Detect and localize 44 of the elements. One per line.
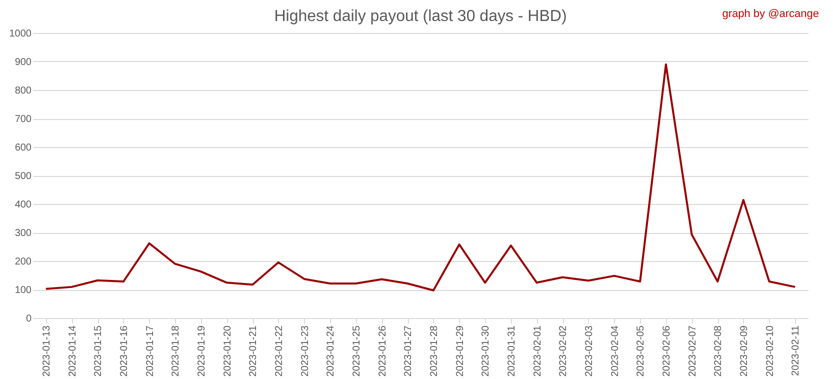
y-tick-label: 600 (14, 142, 32, 154)
x-tick-label: 2023-01-29 (454, 325, 466, 377)
x-tick-label: 2023-01-17 (144, 325, 156, 377)
y-tick-label: 400 (14, 200, 32, 210)
y-tick-label: 100 (14, 285, 32, 296)
y-tick-label: 200 (14, 256, 32, 268)
x-tick-label: 2023-02-09 (738, 325, 750, 377)
x-tick-label: 2023-01-27 (403, 325, 414, 377)
x-tick-label: 2023-01-21 (248, 325, 260, 377)
y-tick-label: 900 (14, 57, 32, 68)
x-tick-label: 2023-01-22 (274, 325, 285, 377)
line-series (44, 63, 796, 292)
x-tick-label: 2023-02-11 (790, 325, 802, 376)
x-tick-label: 2023-02-02 (558, 325, 570, 377)
x-tick-label: 2023-01-19 (196, 325, 208, 377)
x-tick-label: 2023-02-08 (713, 325, 724, 377)
x-tick-label: 2023-01-14 (67, 325, 78, 377)
y-tick-label: 800 (14, 86, 32, 96)
x-tick-label: 2023-01-26 (377, 325, 388, 377)
y-tick-label: 700 (14, 114, 32, 125)
x-tick-label: 2023-02-06 (661, 325, 672, 377)
x-tick-label: 2023-02-10 (764, 325, 776, 377)
y-tick-label: 500 (14, 171, 32, 182)
chart-title: Highest daily payout (last 30 days - HBD) (274, 8, 567, 25)
x-tick-label: 2023-01-16 (118, 325, 130, 377)
x-tick-label: 2023-01-23 (300, 325, 311, 377)
y-tick-label: 300 (14, 228, 32, 239)
x-tick-label: 2023-01-13 (41, 325, 52, 377)
x-tick-label: 2023-01-28 (428, 325, 440, 377)
x-tick-label: 2023-01-24 (326, 325, 337, 377)
x-tick-label: 2023-02-05 (636, 325, 647, 377)
y-tick-label: 0 (26, 314, 32, 324)
x-tick-label: 2023-02-03 (584, 325, 595, 377)
text: graph by @arcange (722, 8, 819, 20)
x-tick-label: 2023-02-01 (532, 325, 544, 377)
x-tick-label: 2023-01-15 (93, 325, 104, 377)
x-tick-label: 2023-01-31 (506, 325, 518, 377)
x-tick-label: 2023-01-20 (222, 325, 234, 377)
x-tick-label: 2023-02-07 (687, 325, 698, 377)
y-tick-label: 1000 (9, 28, 32, 40)
x-tick-label: 2023-02-04 (610, 325, 621, 377)
x-tick-label: 2023-01-25 (351, 325, 362, 377)
x-tick-label: 2023-01-18 (170, 325, 182, 377)
x-tick-label: 2023-01-30 (480, 325, 492, 377)
